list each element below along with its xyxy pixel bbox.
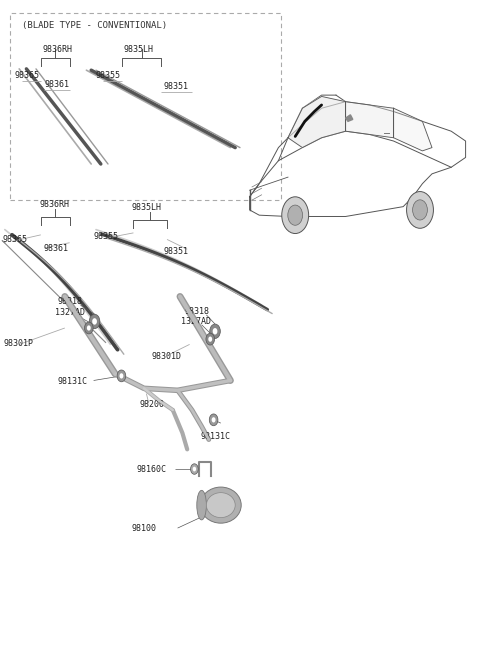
Circle shape — [413, 200, 427, 220]
Circle shape — [206, 333, 215, 345]
Text: 98351: 98351 — [163, 81, 188, 91]
Circle shape — [212, 417, 216, 422]
Circle shape — [191, 464, 198, 474]
Ellipse shape — [197, 491, 206, 520]
Circle shape — [87, 325, 91, 331]
Text: 9836RH: 9836RH — [42, 45, 72, 54]
Circle shape — [208, 337, 212, 342]
Bar — [10, 13, 281, 200]
Text: 98160C: 98160C — [137, 464, 167, 474]
Text: 98351: 98351 — [163, 247, 188, 256]
Circle shape — [92, 318, 97, 325]
Text: 98200: 98200 — [139, 400, 164, 409]
Text: 98301D: 98301D — [151, 352, 181, 361]
Text: 9835LH: 9835LH — [124, 45, 154, 54]
Text: 98131C: 98131C — [201, 432, 230, 441]
Text: 9835LH: 9835LH — [132, 203, 162, 212]
Polygon shape — [346, 102, 394, 138]
Text: 1327AD: 1327AD — [181, 317, 211, 326]
Polygon shape — [346, 115, 353, 121]
Circle shape — [213, 328, 217, 335]
Polygon shape — [288, 96, 346, 148]
Text: 98355: 98355 — [96, 71, 121, 80]
Text: 98355: 98355 — [94, 232, 119, 241]
Circle shape — [120, 373, 123, 379]
Text: 98361: 98361 — [43, 243, 68, 253]
Circle shape — [210, 324, 220, 338]
Circle shape — [209, 414, 218, 426]
Polygon shape — [394, 108, 432, 151]
Ellipse shape — [200, 487, 241, 523]
Text: 98361: 98361 — [44, 79, 69, 89]
Text: 98131C: 98131C — [58, 377, 87, 386]
Text: 98301P: 98301P — [4, 339, 34, 348]
Circle shape — [282, 197, 309, 234]
Text: 98318: 98318 — [185, 306, 210, 316]
Text: 98365: 98365 — [2, 235, 27, 244]
Circle shape — [84, 322, 93, 334]
Text: 98318: 98318 — [58, 297, 83, 306]
Circle shape — [117, 370, 126, 382]
Text: 1327AD: 1327AD — [55, 308, 85, 317]
Text: (BLADE TYPE - CONVENTIONAL): (BLADE TYPE - CONVENTIONAL) — [22, 21, 167, 30]
Text: 98365: 98365 — [14, 71, 39, 80]
Circle shape — [192, 466, 196, 472]
Text: 9836RH: 9836RH — [39, 199, 69, 209]
Text: 98100: 98100 — [132, 523, 157, 533]
Circle shape — [89, 314, 100, 329]
Circle shape — [288, 205, 302, 225]
Circle shape — [407, 192, 433, 228]
Ellipse shape — [206, 493, 235, 518]
